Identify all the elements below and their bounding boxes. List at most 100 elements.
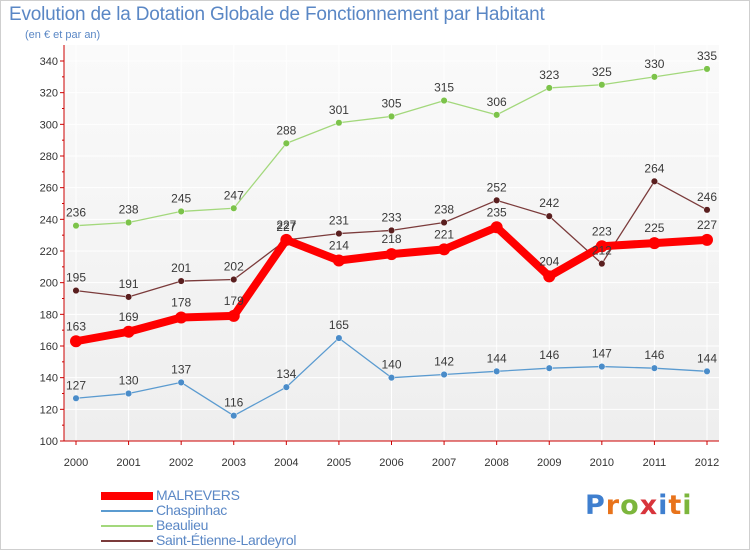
data-point-chaspinhac-2005 [335,334,343,342]
data-point-malrevers-2003 [227,309,240,322]
logo-letter: i [682,490,693,521]
x-tick-label-2001: 2001 [116,457,140,469]
data-point-beaulieu-2007 [440,97,448,105]
y-tick-label-120: 120 [40,404,58,416]
data-point-malrevers-2006 [385,248,398,261]
y-tick-label-260: 260 [40,183,58,195]
data-point-beaulieu-2010 [598,81,606,89]
legend-label-malrevers: MALREVERS [156,487,240,503]
data-label-beaulieu-2008: 306 [487,95,507,109]
data-point-chaspinhac-2012 [703,367,711,375]
data-point-chaspinhac-2010 [598,363,606,371]
data-point-saint-tienne-lardeyrol-2010 [598,260,606,268]
data-label-malrevers-2000: 163 [66,319,86,333]
data-label-saint-tienne-lardeyrol-2011: 264 [644,161,664,175]
x-tick-label-2009: 2009 [537,457,561,469]
data-label-beaulieu-2004: 288 [276,123,296,137]
chart-title: Evolution de la Dotation Globale de Fonc… [9,4,545,25]
data-label-saint-tienne-lardeyrol-2004: 227 [276,220,296,234]
data-label-malrevers-2004: 227 [276,218,296,232]
data-point-chaspinhac-2000 [72,394,80,402]
data-label-beaulieu-2007: 315 [434,81,454,95]
x-tick-label-2011: 2011 [643,457,667,469]
y-tick-label-220: 220 [40,246,58,258]
data-point-saint-tienne-lardeyrol-2001 [125,293,133,301]
data-label-chaspinhac-2000: 127 [66,378,86,392]
data-point-malrevers-2004 [280,233,293,246]
logo-letter: r [605,490,621,521]
data-label-saint-tienne-lardeyrol-2007: 238 [434,203,454,217]
x-tick-label-2006: 2006 [379,457,403,469]
data-label-saint-tienne-lardeyrol-2005: 231 [329,214,349,228]
data-point-chaspinhac-2004 [282,383,290,391]
data-point-malrevers-2000 [70,335,82,348]
data-label-saint-tienne-lardeyrol-2000: 195 [66,271,86,285]
data-point-beaulieu-2000 [72,222,80,230]
data-label-chaspinhac-2001: 130 [119,374,139,388]
data-point-malrevers-2009 [543,270,556,283]
data-point-saint-tienne-lardeyrol-2005 [335,230,343,238]
data-label-beaulieu-2003: 247 [224,188,244,202]
data-label-saint-tienne-lardeyrol-2001: 191 [119,277,139,291]
legend-label-chaspinhac: Chaspinhac [156,502,227,518]
data-point-saint-tienne-lardeyrol-2003 [230,275,238,284]
data-label-saint-tienne-lardeyrol-2010: 212 [592,244,612,258]
data-point-beaulieu-2008 [493,111,501,119]
data-label-beaulieu-2011: 330 [644,57,664,71]
data-point-saint-tienne-lardeyrol-2006 [387,226,396,234]
data-label-chaspinhac-2006: 140 [381,358,401,372]
data-point-malrevers-2011 [648,237,661,250]
x-tick-label-2007: 2007 [432,457,456,469]
data-point-saint-tienne-lardeyrol-2011 [650,177,658,185]
x-tick-label-2002: 2002 [169,457,193,469]
data-label-chaspinhac-2003: 116 [224,396,243,410]
data-label-chaspinhac-2004: 134 [276,367,296,381]
legend-swatch-saint-tienne-lardeyrol [101,540,153,542]
data-label-saint-tienne-lardeyrol-2009: 242 [539,196,559,210]
data-label-chaspinhac-2009: 146 [539,348,559,362]
data-label-chaspinhac-2007: 142 [434,355,454,369]
y-tick-label-280: 280 [40,151,58,163]
y-tick-label-200: 200 [40,278,58,290]
data-point-chaspinhac-2011 [650,364,658,372]
data-point-beaulieu-2011 [650,73,658,81]
data-point-beaulieu-2009 [545,84,553,92]
data-label-chaspinhac-2008: 144 [487,351,507,365]
data-point-beaulieu-2003 [230,204,238,212]
data-point-saint-tienne-lardeyrol-2007 [440,218,448,227]
data-point-saint-tienne-lardeyrol-2002 [177,277,185,285]
data-label-saint-tienne-lardeyrol-2003: 202 [224,260,244,274]
data-point-chaspinhac-2002 [177,378,185,386]
x-tick-label-2010: 2010 [590,457,614,469]
chart-subtitle: (en € et par an) [25,29,101,41]
x-tick-label-2003: 2003 [222,457,246,469]
x-tick-label-2012: 2012 [695,457,719,469]
legend-swatch-beaulieu [101,525,153,527]
data-label-malrevers-2007: 221 [434,227,454,241]
data-point-beaulieu-2004 [282,139,290,147]
data-point-chaspinhac-2009 [545,364,553,372]
y-tick-label-320: 320 [40,88,58,100]
data-label-saint-tienne-lardeyrol-2006: 233 [381,210,401,224]
data-label-malrevers-2010: 223 [592,224,612,238]
proxiti-logo: Proxiti [585,490,693,521]
data-label-malrevers-2005: 214 [329,239,349,253]
data-label-beaulieu-2006: 305 [381,96,401,110]
data-label-malrevers-2003: 179 [224,294,244,308]
data-label-beaulieu-2000: 236 [66,206,86,220]
data-label-malrevers-2009: 204 [539,254,559,268]
legend-label-beaulieu: Beaulieu [156,517,209,533]
data-point-beaulieu-2006 [387,112,396,120]
logo-letter: t [668,490,683,521]
data-point-malrevers-2005 [332,254,345,267]
data-label-chaspinhac-2010: 147 [592,347,612,361]
data-label-malrevers-2011: 225 [644,221,664,235]
y-tick-label-300: 300 [40,119,58,131]
data-point-chaspinhac-2006 [387,374,396,382]
data-point-beaulieu-2012 [703,65,711,73]
data-label-malrevers-2008: 235 [487,205,507,219]
data-point-malrevers-2002 [175,311,188,324]
data-label-beaulieu-2012: 335 [697,49,717,63]
data-label-saint-tienne-lardeyrol-2012: 246 [697,190,717,204]
data-point-saint-tienne-lardeyrol-2012 [703,206,711,214]
